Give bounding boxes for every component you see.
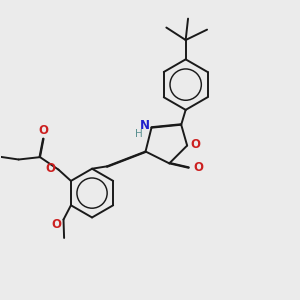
Text: O: O xyxy=(39,124,49,137)
Text: H: H xyxy=(135,129,143,139)
Text: O: O xyxy=(193,161,203,174)
Text: N: N xyxy=(140,119,150,132)
Text: O: O xyxy=(51,218,61,231)
Text: O: O xyxy=(190,138,200,151)
Text: O: O xyxy=(45,162,55,175)
